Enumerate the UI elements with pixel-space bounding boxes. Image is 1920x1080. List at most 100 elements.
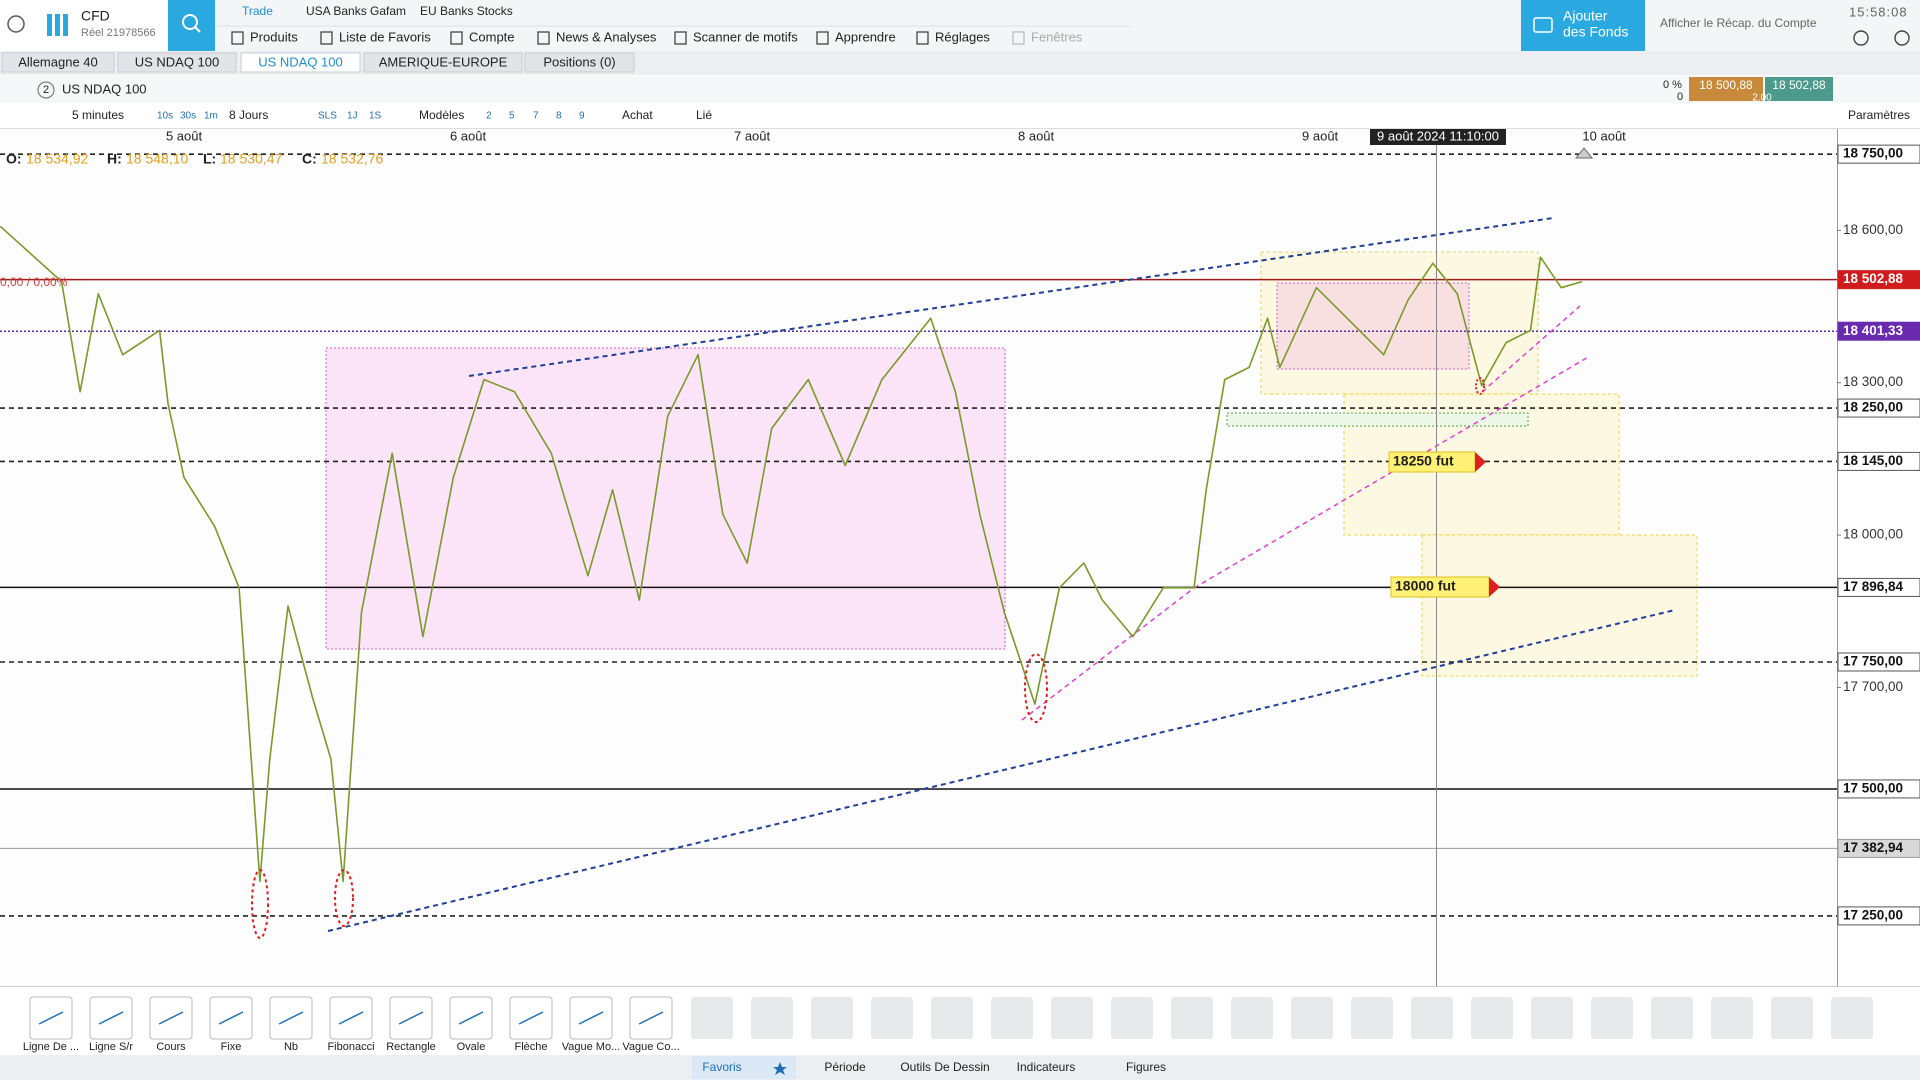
tool-label: Ligne S/r	[89, 1041, 133, 1053]
instrument-tab[interactable]	[1, 52, 115, 73]
templates[interactable]: Modèles	[419, 108, 464, 122]
logo	[47, 14, 52, 36]
workspace-tab[interactable]: EU Banks Stocks	[420, 4, 513, 18]
layout-button[interactable]: 2	[486, 111, 492, 122]
layout-button[interactable]: 9	[579, 111, 585, 122]
layout-button[interactable]: 5	[509, 111, 515, 122]
price-badge	[1837, 398, 1920, 418]
bottom-tab[interactable]: Outils De Dessin	[900, 1060, 989, 1074]
trend-line	[1021, 587, 1195, 721]
tool-slot	[1231, 997, 1273, 1039]
workspace-tab[interactable]: Trade	[242, 4, 273, 18]
crosshair-date-box	[1370, 129, 1506, 145]
y-tick-label: 17 250,00	[1843, 907, 1903, 922]
menu-item[interactable]: News & Analyses	[556, 29, 657, 44]
tool-slot	[1171, 997, 1213, 1039]
add-funds-button[interactable]	[1521, 0, 1645, 51]
workspace-tab[interactable]: USA Banks Gafam	[306, 4, 406, 18]
bottom-tab[interactable]: Figures	[1126, 1060, 1166, 1074]
y-tick-label: 17 896,84	[1843, 579, 1904, 594]
tool-slot	[1711, 997, 1753, 1039]
bottom-tab[interactable]: Favoris	[702, 1060, 741, 1074]
y-tick-label: 18 145,00	[1843, 453, 1903, 468]
wallet-icon	[1533, 17, 1553, 33]
tool-label: Flèche	[514, 1041, 547, 1053]
change-label: 0,00 / 0,00%	[0, 275, 68, 289]
x-tick-label: 10 août	[1582, 128, 1626, 143]
link-button[interactable]: Lié	[696, 108, 712, 122]
alert-marker[interactable]	[1574, 147, 1594, 159]
bid-price: 18 500,88	[1699, 78, 1753, 92]
highlight-oval	[251, 869, 269, 939]
instrument-tab-label: US NDAQ 100	[135, 54, 220, 69]
layout-badge[interactable]	[37, 81, 55, 99]
tool-icon	[638, 1011, 664, 1025]
tool-icon	[518, 1011, 544, 1025]
search-button[interactable]	[168, 0, 215, 51]
layout-button[interactable]: 8	[556, 111, 562, 122]
chart-subtoolbar	[0, 104, 1920, 129]
bid-box[interactable]	[1689, 77, 1763, 101]
range[interactable]: 8 Jours	[229, 108, 268, 122]
menu-item[interactable]: Produits	[250, 29, 298, 44]
instrument-tab[interactable]	[363, 52, 523, 73]
menu-item[interactable]: Compte	[469, 29, 515, 44]
period-button[interactable]: SLS	[318, 111, 337, 122]
interval[interactable]: 5 minutes	[72, 108, 124, 122]
tool-slot	[1411, 997, 1453, 1039]
quick-interval[interactable]: 10s	[157, 111, 173, 122]
logo-area	[0, 0, 168, 51]
tool-label: Rectangle	[386, 1041, 436, 1053]
y-tick-label: 18 401,33	[1843, 323, 1904, 338]
instrument-tab-label: Allemagne 40	[18, 54, 98, 69]
power-icon[interactable]	[1894, 30, 1910, 46]
menu-item[interactable]: Scanner de motifs	[693, 29, 798, 44]
quick-interval[interactable]: 1m	[204, 111, 218, 122]
ohlc-key: L:	[203, 151, 216, 167]
tool-label: Cours	[156, 1041, 186, 1053]
layout-button[interactable]: 7	[533, 111, 539, 122]
star-icon	[773, 1062, 787, 1075]
account-id: Réel 21978566	[81, 27, 156, 39]
pink-zone	[325, 347, 1006, 650]
quick-interval[interactable]: 30s	[180, 111, 196, 122]
menu-icon	[674, 31, 687, 45]
order-button[interactable]: Achat	[622, 108, 653, 122]
instrument-tab[interactable]	[524, 52, 635, 73]
instrument-tab[interactable]	[240, 52, 361, 73]
search-icon	[182, 14, 198, 30]
settings-button[interactable]: Paramètres	[1848, 108, 1910, 122]
tool-label: Vague Mo...	[562, 1041, 621, 1053]
tool-icon	[578, 1011, 604, 1025]
info-icon[interactable]	[1853, 30, 1869, 46]
bottom-tab[interactable]: Indicateurs	[1017, 1060, 1076, 1074]
period-button[interactable]: 1J	[347, 111, 358, 122]
x-tick-label: 9 août	[1302, 128, 1339, 143]
trend-line	[327, 609, 1676, 932]
menu-item[interactable]: Apprendre	[835, 29, 896, 44]
x-tick-label: 5 août	[166, 128, 203, 143]
ohlc-key: H:	[107, 151, 122, 167]
ohlc-value: 18 530,47	[220, 151, 282, 167]
ohlc-key: C:	[302, 151, 317, 167]
menu-item[interactable]: Fenêtres	[1031, 29, 1083, 44]
price-badge	[1837, 270, 1920, 290]
account-summary-link[interactable]: Afficher le Récap. du Compte	[1660, 16, 1817, 30]
price-badge	[1837, 577, 1920, 597]
price-badge	[1837, 779, 1920, 799]
crosshair-date: 9 août 2024 11:10:00	[1377, 128, 1499, 143]
bottom-tab[interactable]: Période	[824, 1060, 866, 1074]
user-icon[interactable]	[7, 15, 25, 33]
x-tick-label: 7 août	[734, 128, 771, 143]
instrument-tab[interactable]	[117, 52, 237, 73]
menu-item[interactable]: Liste de Favoris	[339, 29, 431, 44]
ask-box[interactable]	[1765, 77, 1833, 101]
y-tick-label: 18 750,00	[1843, 146, 1903, 161]
add-funds-label: des Fonds	[1563, 24, 1628, 40]
x-tick-label: 8 août	[1018, 128, 1055, 143]
period-button[interactable]: 1S	[369, 111, 382, 122]
tool-icon	[38, 1011, 64, 1025]
tool-slot	[1591, 997, 1633, 1039]
menu-item[interactable]: Réglages	[935, 29, 990, 44]
